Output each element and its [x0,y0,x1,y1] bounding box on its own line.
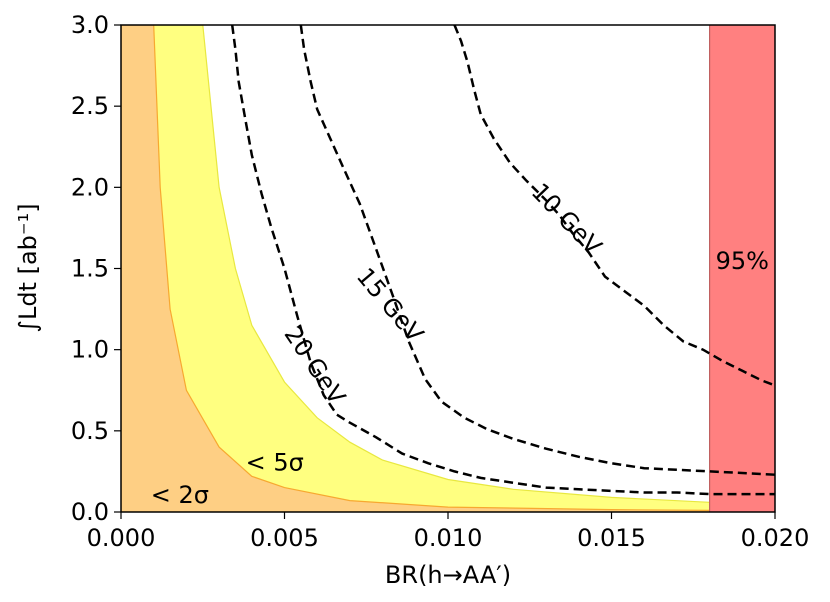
x-tick-label: 0.000 [87,524,156,552]
contour-lines [230,25,775,496]
annotation-lt-5sigma: < 5σ [246,448,304,476]
y-tick-label: 1.0 [71,336,109,364]
y-tick-label: 0.5 [71,417,109,445]
region-95pct [709,25,775,512]
annotation-95pct: 95% [716,247,769,275]
series-10-gev [453,25,775,387]
y-axis: 0.0 0.5 1.0 1.5 2.0 2.5 3.0 [71,11,121,526]
y-tick-label: 1.5 [71,255,109,283]
y-tick-label: 0.0 [71,498,109,526]
x-tick-label: 0.020 [741,524,810,552]
series-20-gev [230,25,775,496]
y-tick-label: 2.5 [71,92,109,120]
y-tick-label: 2.0 [71,173,109,201]
series-15-gev [299,25,775,476]
x-tick-label: 0.010 [414,524,483,552]
x-axis-label: BR(h→AA′) [385,561,511,589]
region-lt-5sigma [121,25,775,512]
shaded-regions [121,25,775,512]
x-axis: 0.000 0.005 0.010 0.015 0.020 [87,512,810,552]
y-axis-label: ∫Ldt [ab⁻¹] [14,203,42,332]
annotation-10-gev: 10 GeV [526,178,608,261]
y-tick-label: 3.0 [71,11,109,39]
region-lt-2sigma [121,25,775,512]
x-tick-label: 0.015 [577,524,646,552]
annotation-lt-2sigma: < 2σ [151,481,209,509]
x-tick-label: 0.005 [250,524,319,552]
annotation-15-gev: 15 GeV [351,263,429,349]
